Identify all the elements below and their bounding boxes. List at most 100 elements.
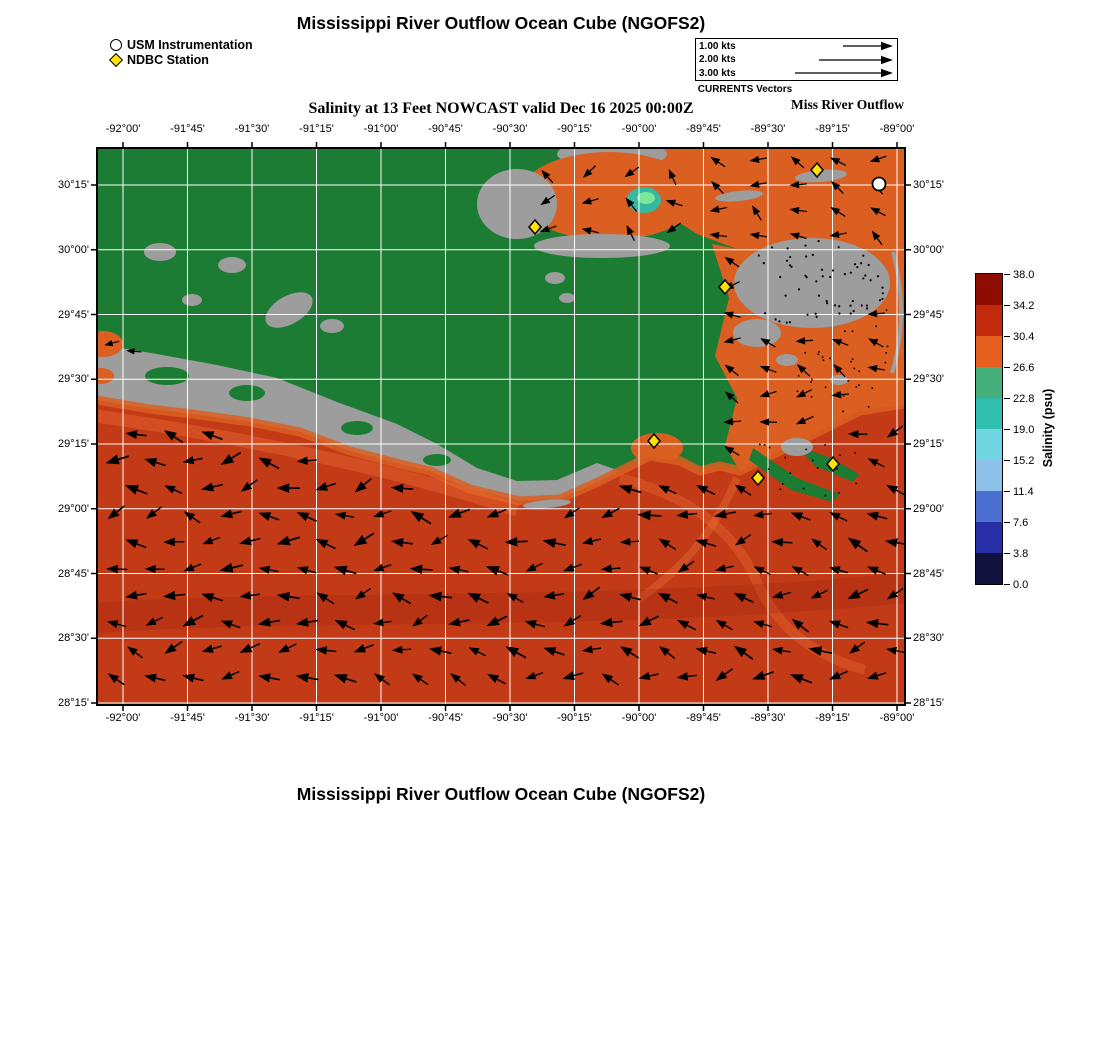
current-arrow — [430, 534, 448, 546]
x-axis-tick-label-top: -90°45' — [428, 123, 463, 135]
land-lake — [218, 257, 246, 273]
grid-lines — [97, 148, 905, 705]
current-arrow — [107, 673, 125, 686]
colorbar-tick — [1004, 459, 1010, 462]
ndbc-station-icon — [108, 52, 124, 67]
inland-lake — [341, 421, 373, 435]
current-arrow — [428, 591, 453, 602]
colorbar-tick — [1004, 304, 1010, 307]
current-arrow — [885, 538, 905, 548]
current-arrow — [240, 479, 258, 492]
current-arrow — [714, 509, 736, 519]
current-arrow — [239, 591, 260, 600]
current-arrow — [831, 390, 850, 399]
usm-legend-row: USM Instrumentation — [110, 37, 253, 52]
y-axis-tick-label-left: 30°00' — [58, 243, 89, 256]
current-arrow — [333, 565, 357, 576]
current-arrow — [847, 537, 868, 553]
current-arrow — [220, 451, 242, 465]
colorbar-tick — [1004, 366, 1010, 369]
current-arrow — [448, 508, 471, 518]
x-axis-tick-label-bottom: -90°15' — [557, 712, 592, 724]
current-arrow — [791, 565, 809, 577]
current-arrow — [624, 166, 640, 178]
current-arrow — [760, 338, 776, 348]
current-arrow — [753, 510, 772, 519]
current-arrow — [258, 673, 280, 683]
x-axis-tick-label-bottom: -90°00' — [621, 712, 657, 724]
current-arrow — [220, 620, 241, 629]
current-arrow — [886, 587, 904, 600]
current-arrow — [599, 617, 623, 628]
current-arrow — [276, 535, 301, 546]
current-arrow — [789, 674, 813, 684]
colorbar-tick-label: 22.8 — [1013, 392, 1035, 405]
current-arrow — [296, 566, 317, 575]
current-arrow — [428, 646, 452, 656]
land-lake — [182, 294, 202, 306]
current-arrow — [695, 646, 717, 656]
colorbar-tick-label: 3.8 — [1013, 547, 1029, 560]
salinity-map — [91, 142, 911, 711]
delta-finger — [749, 448, 839, 502]
colorbar-tick-label: 7.6 — [1013, 516, 1029, 529]
current-arrow — [637, 510, 662, 521]
current-arrow — [619, 592, 641, 602]
colorbar-band — [976, 522, 1002, 553]
current-arrow — [752, 205, 762, 221]
barrier-island — [715, 190, 763, 202]
vector-scale-label: 1.00 kts — [699, 40, 736, 52]
current-arrow — [759, 390, 777, 398]
current-arrow — [276, 591, 300, 602]
delta-land — [781, 438, 813, 456]
vector-scale-label: 2.00 kts — [699, 54, 736, 65]
land-lake — [265, 292, 313, 328]
current-arrow — [374, 673, 391, 686]
current-arrow — [581, 227, 599, 235]
current-arrow — [759, 365, 777, 373]
current-arrow — [847, 430, 868, 439]
x-axis-tick-label-top: -89°00' — [879, 123, 915, 135]
current-arrow — [543, 590, 565, 600]
station-markers — [528, 161, 887, 487]
plume-streak — [97, 409, 520, 517]
current-arrow — [258, 457, 280, 470]
current-arrow — [885, 646, 905, 655]
current-arrow — [638, 671, 659, 681]
current-arrow — [392, 592, 412, 605]
current-arrow — [276, 483, 300, 493]
current-arrow — [164, 485, 183, 495]
vector-scale-label: 3.00 kts — [699, 67, 736, 79]
inland-lake — [423, 454, 451, 466]
bottom-page-title: Mississippi River Outflow Ocean Cube (NG… — [296, 784, 706, 804]
current-arrow — [220, 509, 242, 519]
x-axis-tick-label-bottom: -89°00' — [879, 712, 915, 724]
current-arrow — [600, 564, 621, 573]
colorbar-tick-label: 0.0 — [1013, 578, 1029, 591]
inland-lake — [229, 385, 265, 401]
current-arrow — [886, 425, 904, 438]
colorbar-band — [976, 491, 1002, 522]
current-arrow — [542, 538, 566, 548]
current-arrow — [278, 643, 297, 653]
y-axis-tick-label-left: 28°30' — [58, 632, 89, 645]
current-arrow — [524, 620, 545, 629]
y-axis-tick-label-left: 30°15' — [58, 179, 89, 191]
y-axis-tick-label-right: 29°30' — [913, 373, 944, 386]
colorbar-band — [976, 553, 1002, 584]
current-arrow — [724, 391, 739, 404]
colorbar-tick-label: 34.2 — [1013, 299, 1035, 312]
x-axis-tick-label-bottom: -91°15' — [299, 712, 334, 724]
current-arrow — [715, 668, 734, 681]
region-label: Miss River Outflow — [791, 97, 904, 112]
current-arrow — [543, 647, 565, 657]
lake-pontchartrain-water — [519, 152, 699, 240]
current-arrow — [486, 508, 507, 518]
current-arrow — [828, 620, 849, 629]
current-arrow — [411, 673, 429, 686]
current-arrow — [373, 563, 392, 572]
current-arrow — [126, 348, 142, 355]
current-arrow — [676, 510, 698, 519]
land-south-of-lake — [534, 234, 670, 258]
